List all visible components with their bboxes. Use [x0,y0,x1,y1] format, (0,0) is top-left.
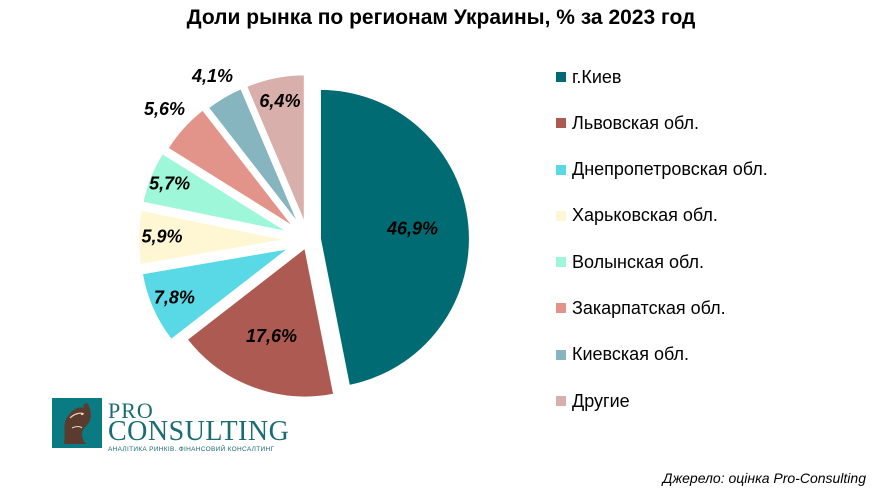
legend-item: Днепропетровская обл. [556,156,768,184]
legend-label: Закарпатская обл. [572,297,726,318]
legend: г.Киев Львовская обл. Днепропетровская обл… [556,63,768,433]
pie-slice [166,108,296,229]
slice-data-label: 5,7% [149,173,190,193]
legend-swatch [556,72,566,82]
pie-slice [206,86,301,227]
legend-label: Харьковская обл. [572,205,718,226]
legend-swatch [556,164,566,175]
pie-slice [318,87,471,388]
legend-swatch [556,118,566,129]
pro-consulting-logo: PRO CONSULTING АНАЛІТИКА РИНКІВ. ФІНАНСО… [52,398,292,453]
slice-data-label: 6,4% [259,91,300,111]
legend-item: Харьковская обл. [556,202,768,230]
slice-data-label: 46,9% [386,219,438,239]
slice-data-label: 17,6% [246,326,297,346]
pie-slice [137,208,289,267]
pie-slice [185,245,336,399]
logo-pro-text: PRO [108,398,154,423]
legend-swatch [556,349,566,360]
legend-label: Волынская обл. [572,251,705,272]
horse-logo-icon [52,398,102,448]
legend-swatch [556,257,566,268]
legend-swatch [556,210,566,221]
pie-slice [141,151,290,234]
legend-swatch [556,396,566,407]
slice-data-label: 5,6% [144,99,185,119]
legend-label: Львовская обл. [572,112,699,133]
legend-swatch [556,303,566,314]
logo-tagline: АНАЛІТИКА РИНКІВ. ФІНАНСОВИЙ КОНСАЛТИНГ [108,446,275,453]
pie-slice [244,73,306,225]
slice-data-label: 5,9% [142,226,183,246]
legend-label: Днепропетровская обл. [572,159,768,180]
legend-item: Закарпатская обл. [556,294,768,322]
legend-item: Другие [556,387,768,415]
legend-item: Волынская обл. [556,248,768,276]
legend-label: Другие [572,390,630,411]
pie-slice [140,247,291,342]
legend-label: Киевская обл. [572,344,689,365]
legend-label: г.Киев [572,66,622,87]
logo-consulting-text: CONSULTING [108,416,290,447]
legend-item: Львовская обл. [556,109,768,137]
chart-title: Доли рынка по регионам Украины, % за 202… [186,6,696,29]
slice-data-label: 7,8% [154,288,195,308]
slice-data-label: 4,1% [191,66,233,86]
source-note: Джерело: оцінка Pro-Consulting [662,470,866,486]
legend-item: Киевская обл. [556,341,768,369]
legend-item: г.Киев [556,63,768,91]
